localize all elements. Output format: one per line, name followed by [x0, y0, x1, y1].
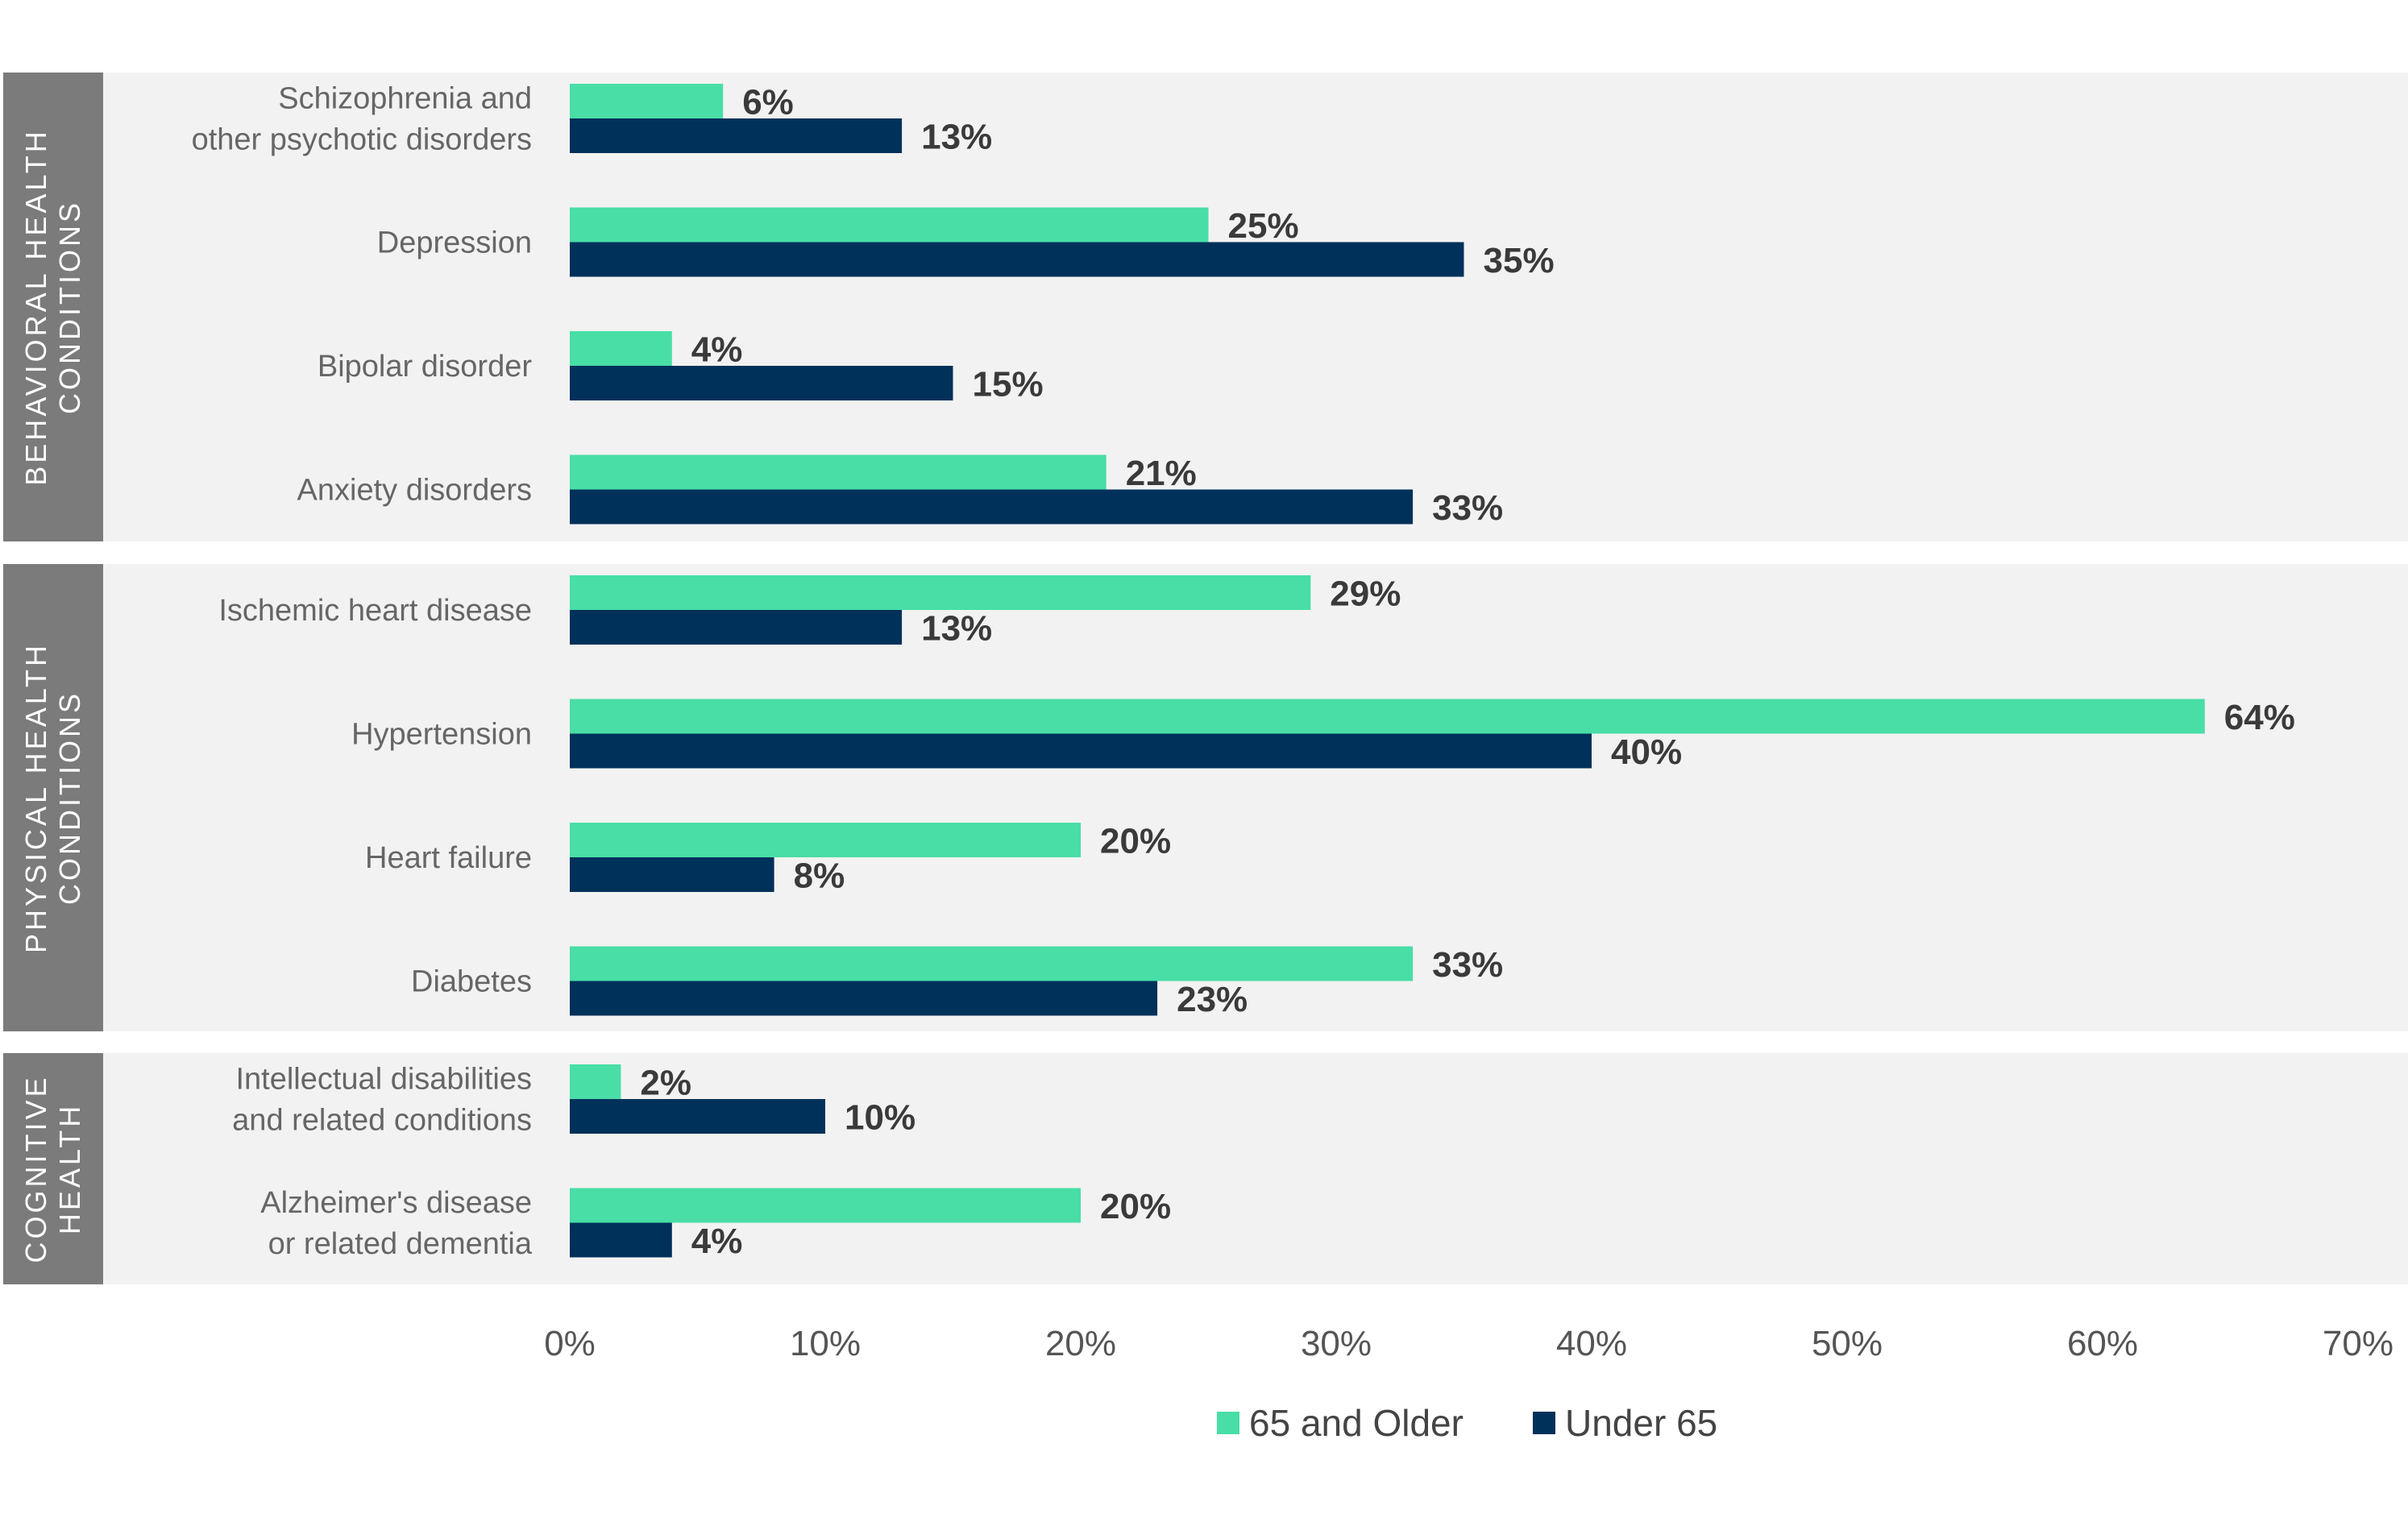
bar-under-schizophrenia-and-other-psychotic-disorders: [570, 118, 903, 153]
x-tick-label-20pct: 20%: [1045, 1324, 1116, 1363]
category-label-hypertension: Hypertension: [351, 718, 532, 752]
bar-under-depression: [570, 242, 1464, 277]
x-axis-ticks: 0% 10% 20% 30% 40% 50% 60% 70%: [544, 1324, 2393, 1363]
value-label-under-intellectual-disabilities-and-related-conditions: 10%: [845, 1098, 915, 1138]
category-label-line: Alzheimer's disease: [260, 1186, 532, 1220]
tab-physical-health-conditions: [3, 564, 103, 1031]
group-bands: [103, 73, 2408, 1284]
category-label-depression: Depression: [377, 226, 532, 260]
value-label-older-hypertension: 64%: [2224, 698, 2295, 737]
group-label-line: CONDITIONS: [53, 691, 86, 905]
bar-under-diabetes: [570, 981, 1158, 1016]
value-label-older-schizophrenia-and-other-psychotic-disorders: 6%: [742, 83, 794, 122]
category-label-line: Bipolar disorder: [318, 350, 532, 384]
category-label-line: Diabetes: [411, 965, 532, 999]
value-label-under-alzheimer-s-disease-or-related-dementia: 4%: [691, 1222, 743, 1261]
category-label-line: Anxiety disorders: [297, 474, 532, 508]
group-label-physical-health-conditions: PHYSICAL HEALTHCONDITIONS: [19, 642, 86, 953]
bar-under-ischemic-heart-disease: [570, 610, 903, 645]
tab-behavioral-health-conditions: [3, 73, 103, 541]
category-label-alzheimer-s-disease-or-related-dementia: Alzheimer's disease or related dementia: [260, 1186, 533, 1261]
group-label-line: HEALTH: [53, 1103, 86, 1234]
x-tick-label-40pct: 40%: [1556, 1324, 1627, 1363]
group-label-cognitive-health: COGNITIVEHEALTH: [19, 1074, 86, 1263]
category-label-line: Intellectual disabilities: [235, 1063, 532, 1097]
category-labels: Schizophrenia and other psychotic disorde…: [192, 82, 533, 1262]
bar-older-heart-failure: [570, 823, 1081, 857]
category-label-line: Hypertension: [351, 718, 532, 752]
group-label-line: COGNITIVE: [19, 1074, 52, 1263]
category-label-intellectual-disabilities-and-related-conditions: Intellectual disabilities and related con…: [232, 1063, 532, 1138]
category-label-bipolar-disorder: Bipolar disorder: [318, 350, 532, 384]
bar-older-schizophrenia-and-other-psychotic-disorders: [570, 84, 724, 118]
value-label-older-alzheimer-s-disease-or-related-dementia: 20%: [1100, 1187, 1171, 1226]
bar-under-hypertension: [570, 733, 1592, 769]
bar-under-heart-failure: [570, 857, 774, 892]
x-tick-label-60pct: 60%: [2067, 1324, 2138, 1363]
bar-under-intellectual-disabilities-and-related-conditions: [570, 1099, 825, 1134]
value-label-under-bipolar-disorder: 15%: [973, 365, 1044, 404]
bar-older-alzheimer-s-disease-or-related-dementia: [570, 1188, 1081, 1223]
band-behavioral-health-conditions: [103, 73, 2408, 541]
bar-under-anxiety-disorders: [570, 489, 1414, 525]
group-label-line: CONDITIONS: [53, 200, 86, 414]
value-label-under-heart-failure: 8%: [794, 857, 845, 896]
value-label-older-depression: 25%: [1228, 206, 1299, 246]
x-tick-label-0pct: 0%: [544, 1324, 596, 1363]
bar-older-intellectual-disabilities-and-related-conditions: [570, 1064, 621, 1099]
legend: 65 and Older Under 65: [1217, 1402, 1717, 1444]
category-label-anxiety-disorders: Anxiety disorders: [297, 474, 532, 508]
bar-older-depression: [570, 207, 1209, 243]
value-label-older-intellectual-disabilities-and-related-conditions: 2%: [640, 1064, 691, 1103]
category-label-ischemic-heart-disease: Ischemic heart disease: [218, 594, 532, 628]
x-tick-label-50pct: 50%: [1812, 1324, 1883, 1363]
value-label-older-diabetes: 33%: [1432, 945, 1503, 985]
value-label-under-hypertension: 40%: [1611, 732, 1682, 772]
value-label-under-depression: 35%: [1484, 241, 1555, 280]
x-tick-label-30pct: 30%: [1301, 1324, 1372, 1363]
value-label-older-bipolar-disorder: 4%: [691, 330, 743, 370]
x-tick-label-10pct: 10%: [790, 1324, 861, 1363]
legend-swatch-under: [1533, 1412, 1555, 1434]
legend-label-older: 65 and Older: [1249, 1402, 1463, 1444]
category-label-line: Ischemic heart disease: [218, 594, 532, 628]
value-label-older-heart-failure: 20%: [1100, 822, 1171, 861]
band-cognitive-health: [103, 1053, 2408, 1284]
bar-older-bipolar-disorder: [570, 331, 672, 366]
bar-under-bipolar-disorder: [570, 366, 953, 400]
group-label-line: BEHAVIORAL HEALTH: [19, 128, 52, 485]
category-label-line: Heart failure: [365, 841, 532, 875]
value-label-under-schizophrenia-and-other-psychotic-disorders: 13%: [921, 118, 992, 157]
category-label-line: other psychotic disorders: [192, 123, 532, 157]
value-label-older-ischemic-heart-disease: 29%: [1330, 574, 1401, 614]
category-label-line: or related dementia: [268, 1227, 533, 1261]
group-label-line: PHYSICAL HEALTH: [19, 642, 52, 953]
legend-swatch-older: [1217, 1412, 1239, 1434]
category-label-line: Schizophrenia and: [278, 82, 532, 116]
category-label-schizophrenia-and-other-psychotic-disorders: Schizophrenia and other psychotic disorde…: [192, 82, 532, 157]
bar-under-alzheimer-s-disease-or-related-dementia: [570, 1222, 672, 1258]
value-label-under-anxiety-disorders: 33%: [1432, 488, 1503, 528]
bars: [570, 84, 2205, 1258]
value-label-older-anxiety-disorders: 21%: [1126, 454, 1197, 493]
value-label-under-ischemic-heart-disease: 13%: [921, 609, 992, 649]
category-label-line: and related conditions: [232, 1104, 532, 1138]
value-label-under-diabetes: 23%: [1177, 980, 1248, 1019]
bar-older-hypertension: [570, 699, 2205, 734]
value-labels: 6% 13% 25% 35% 4% 15% 21% 33% 29% 13% 64% 40% 20% 8% 3…: [640, 83, 2294, 1262]
bar-older-anxiety-disorders: [570, 454, 1106, 490]
category-label-diabetes: Diabetes: [411, 965, 532, 999]
x-tick-label-70pct: 70%: [2323, 1324, 2393, 1363]
bar-older-diabetes: [570, 946, 1414, 981]
group-label-behavioral-health-conditions: BEHAVIORAL HEALTHCONDITIONS: [19, 128, 86, 485]
category-label-line: Depression: [377, 226, 532, 260]
category-label-heart-failure: Heart failure: [365, 841, 532, 875]
legend-label-under: Under 65: [1565, 1402, 1717, 1444]
tab-cognitive-health: [3, 1053, 103, 1284]
bar-older-ischemic-heart-disease: [570, 575, 1311, 610]
